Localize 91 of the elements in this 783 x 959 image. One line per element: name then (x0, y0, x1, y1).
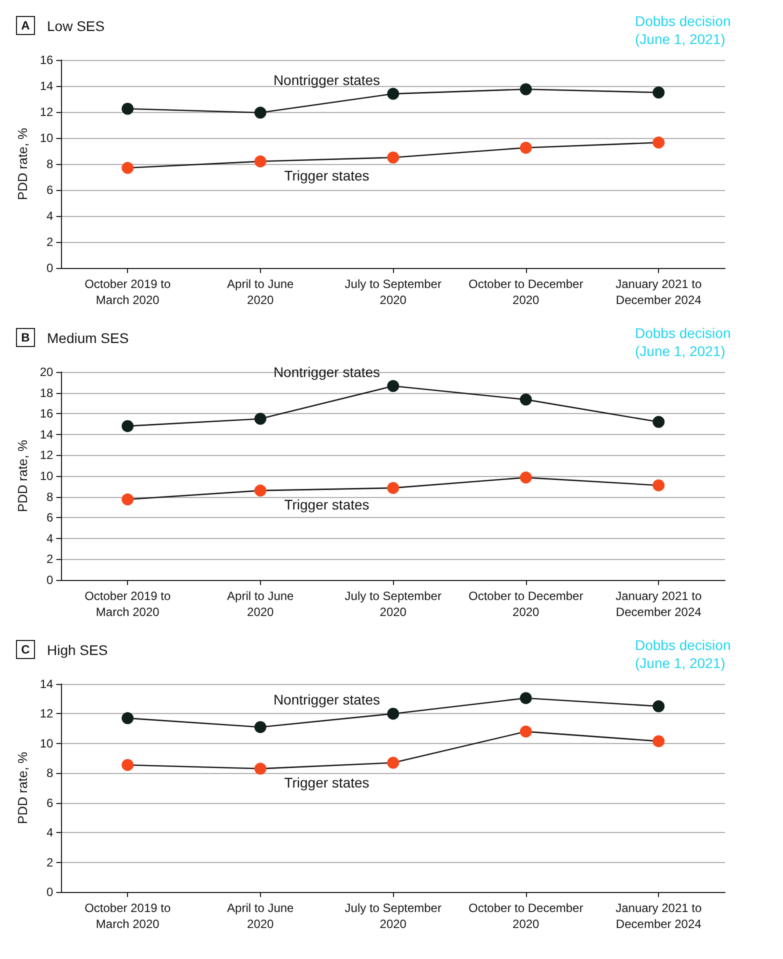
point (387, 708, 400, 720)
text: Dobbs decision (June 1, 2021) (635, 13, 735, 47)
series-label: Trigger states (284, 496, 370, 513)
point (387, 88, 400, 100)
point (387, 756, 400, 769)
y-tick-label: 6 (46, 796, 54, 810)
text: A (21, 18, 30, 32)
y-tick-label: 2 (46, 552, 54, 566)
x-tick-label: October 2019 to March 2020 (84, 277, 171, 307)
x-tick-label: July to September 2020 (344, 589, 442, 619)
point (254, 106, 266, 119)
x-tick-label: April to June 2020 (227, 901, 294, 931)
series-label: Nontrigger states (273, 72, 380, 88)
x-tick-label: January 2021 to December 2024 (616, 277, 702, 307)
y-tick-label: 14 (40, 427, 54, 442)
point (387, 482, 400, 494)
text: Dobbs decision (June 1, 2021) (635, 637, 735, 671)
y-axis-title: PDD rate, % (15, 439, 30, 512)
x-tick-label: October to December 2020 (468, 277, 584, 307)
y-tick-label: 0 (46, 261, 54, 275)
y-tick-label: 2 (46, 235, 54, 249)
point (254, 762, 266, 775)
y-axis-title: PDD rate, % (15, 751, 30, 824)
x-tick-label: July to September 2020 (344, 277, 442, 307)
y-tick-label: 8 (46, 157, 54, 171)
y-tick-label: 16 (40, 406, 54, 421)
point (652, 700, 665, 712)
y-tick-label: 4 (46, 531, 54, 546)
point (652, 416, 665, 428)
y-tick-label: 4 (46, 826, 54, 840)
series-label: Trigger states (284, 774, 370, 791)
y-tick-label: 8 (46, 766, 54, 780)
text: C (21, 642, 30, 656)
point (122, 712, 134, 724)
point (652, 136, 665, 149)
point (122, 420, 134, 432)
series-label: Nontrigger states (273, 364, 380, 380)
x-tick-label: October 2019 to March 2020 (84, 901, 171, 931)
point (254, 412, 266, 425)
y-tick-label: 12 (40, 105, 54, 119)
y-tick-label: 10 (40, 469, 54, 483)
point (520, 83, 532, 96)
y-tick-label: 8 (46, 490, 54, 504)
point (652, 86, 665, 98)
point (254, 155, 266, 168)
y-tick-label: 2 (46, 855, 54, 870)
y-tick-label: 14 (40, 677, 54, 691)
x-tick-label: October 2019 to March 2020 (84, 589, 171, 619)
chart-title: Medium SES (47, 330, 129, 346)
point (387, 152, 400, 164)
x-tick-label: April to June 2020 (227, 589, 294, 619)
point (520, 472, 532, 484)
x-tick-label: October to December 2020 (468, 901, 584, 931)
point (520, 142, 532, 154)
point (254, 484, 266, 497)
text: B (21, 330, 30, 344)
y-tick-label: 0 (46, 573, 54, 587)
y-tick-label: 18 (40, 386, 54, 400)
y-tick-label: 4 (46, 209, 54, 223)
y-tick-label: 16 (40, 53, 54, 67)
point (387, 380, 400, 392)
y-tick-label: 0 (46, 885, 54, 899)
y-tick-label: 10 (40, 736, 54, 750)
y-tick-label: 12 (40, 706, 54, 721)
series-label: Trigger states (284, 167, 370, 184)
point (122, 493, 134, 506)
y-tick-label: 20 (40, 365, 54, 379)
point (520, 692, 532, 704)
point (520, 726, 532, 738)
y-tick-label: 6 (46, 183, 54, 197)
point (520, 394, 532, 406)
point (652, 479, 665, 492)
y-tick-label: 10 (40, 131, 54, 145)
point (122, 162, 134, 174)
x-tick-label: January 2021 to December 2024 (616, 589, 702, 619)
y-tick-label: 6 (46, 510, 54, 525)
x-tick-label: July to September 2020 (344, 901, 442, 931)
x-tick-label: October to December 2020 (468, 589, 584, 619)
chart-title: Low SES (47, 18, 105, 34)
y-tick-label: 12 (40, 448, 54, 462)
point (652, 735, 665, 748)
text: Dobbs decision (June 1, 2021) (635, 325, 735, 359)
point (122, 758, 134, 771)
x-tick-label: January 2021 to December 2024 (616, 901, 702, 931)
point (122, 102, 134, 115)
y-tick-label: 14 (40, 79, 54, 93)
point (254, 721, 266, 734)
chart-title: High SES (47, 642, 108, 658)
x-tick-label: April to June 2020 (227, 277, 294, 307)
y-axis-title: PDD rate, % (15, 127, 30, 200)
series-label: Nontrigger states (273, 692, 380, 708)
